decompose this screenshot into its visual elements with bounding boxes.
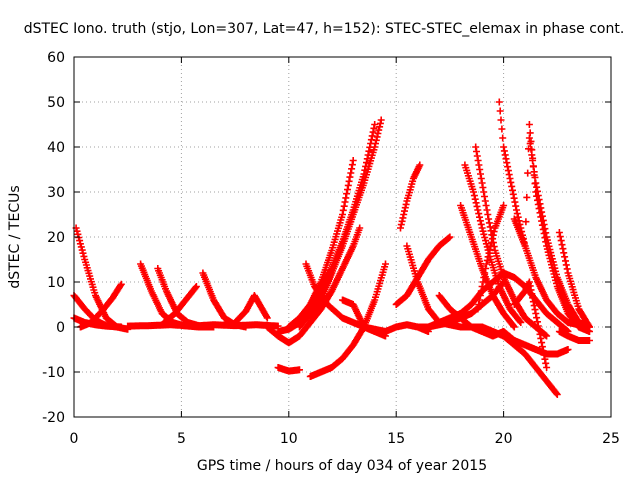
data-point-markers bbox=[124, 321, 282, 330]
x-tick-label: 25 bbox=[602, 431, 620, 447]
x-tick-label: 15 bbox=[387, 431, 405, 447]
data-series bbox=[306, 260, 389, 380]
data-point-markers bbox=[296, 116, 385, 331]
data-point-markers bbox=[555, 229, 593, 331]
y-tick-label: -20 bbox=[42, 410, 65, 426]
chart-title: dSTEC Iono. truth (stjo, Lon=307, Lat=47… bbox=[24, 21, 625, 37]
data-series bbox=[392, 233, 454, 308]
data-point-markers bbox=[500, 328, 572, 358]
data-point-markers bbox=[478, 323, 561, 398]
data-series bbox=[555, 229, 593, 331]
grid bbox=[74, 57, 611, 417]
y-axis-label: dSTEC / TECUs bbox=[7, 185, 23, 288]
data-point-markers bbox=[392, 233, 454, 308]
y-tick-label: 50 bbox=[47, 95, 65, 111]
data-point-markers bbox=[339, 296, 389, 340]
axis-ticks: 0 5 10 15 20 25 -20 -10 0 10 20 30 40 50 60 bbox=[42, 50, 620, 447]
data-series bbox=[296, 116, 385, 331]
y-tick-label: 40 bbox=[47, 140, 65, 156]
data-point-markers bbox=[76, 280, 125, 331]
data-series bbox=[478, 323, 561, 398]
y-tick-label: 10 bbox=[47, 275, 65, 291]
data-series bbox=[339, 296, 389, 340]
y-tick-label: 30 bbox=[47, 185, 65, 201]
x-tick-label: 0 bbox=[70, 431, 79, 447]
data-series bbox=[525, 134, 593, 331]
y-tick-label: -10 bbox=[42, 365, 65, 381]
data-point-markers bbox=[306, 260, 389, 380]
data-series bbox=[274, 364, 303, 375]
data-series bbox=[474, 202, 508, 313]
y-tick-label: 60 bbox=[47, 50, 65, 66]
data-series bbox=[124, 321, 282, 330]
data-series bbox=[555, 328, 593, 344]
y-tick-label: 20 bbox=[47, 230, 65, 246]
x-tick-label: 20 bbox=[495, 431, 513, 447]
data-point-markers bbox=[474, 202, 508, 313]
data-series bbox=[510, 278, 551, 371]
data-point-markers bbox=[510, 278, 551, 371]
data-series bbox=[397, 161, 424, 232]
data-series bbox=[76, 280, 125, 331]
data-point-markers bbox=[555, 328, 593, 344]
data-point-markers bbox=[274, 364, 303, 375]
data-series bbox=[500, 328, 572, 358]
x-tick-label: 10 bbox=[280, 431, 298, 447]
data-point-markers bbox=[525, 134, 593, 331]
y-tick-label: 0 bbox=[56, 320, 65, 336]
x-axis-label: GPS time / hours of day 034 of year 2015 bbox=[197, 458, 487, 474]
data-point-markers bbox=[397, 161, 424, 232]
x-tick-label: 5 bbox=[177, 431, 186, 447]
